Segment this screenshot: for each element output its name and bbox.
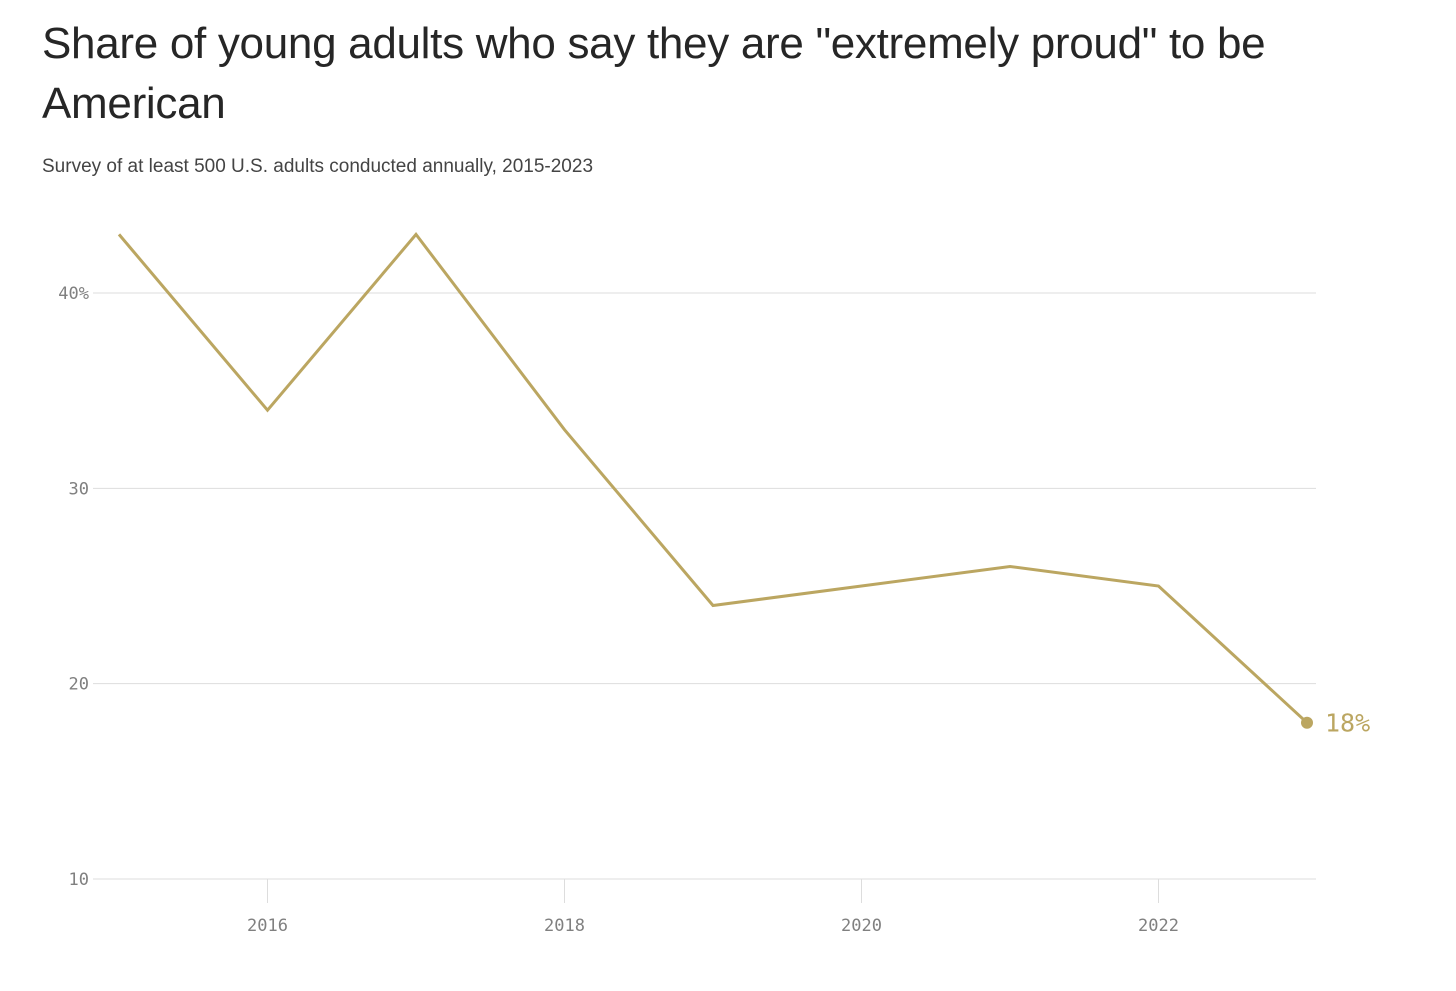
y-tick-label: 10 — [69, 870, 89, 890]
x-tick-label: 2020 — [841, 916, 882, 936]
x-tick-label: 2022 — [1138, 916, 1179, 936]
gridlines — [93, 292, 1316, 880]
y-axis: 10 20 30 40% — [58, 284, 89, 890]
x-axis: 2016 2018 2020 2022 — [247, 879, 1179, 936]
chart-title: Share of young adults who say they are "… — [42, 19, 1266, 128]
end-value-label: 18% — [1325, 709, 1370, 738]
chart-subtitle: Survey of at least 500 U.S. adults condu… — [42, 156, 594, 177]
y-tick-label: 20 — [69, 675, 89, 695]
end-point-marker — [1301, 716, 1313, 729]
series-line — [117, 232, 1309, 724]
x-tick-label: 2016 — [247, 916, 288, 936]
y-tick-label: 40% — [58, 284, 89, 304]
y-tick-label: 30 — [69, 479, 89, 499]
x-tick-label: 2018 — [544, 916, 585, 936]
series-layer: 18% — [117, 232, 1370, 738]
